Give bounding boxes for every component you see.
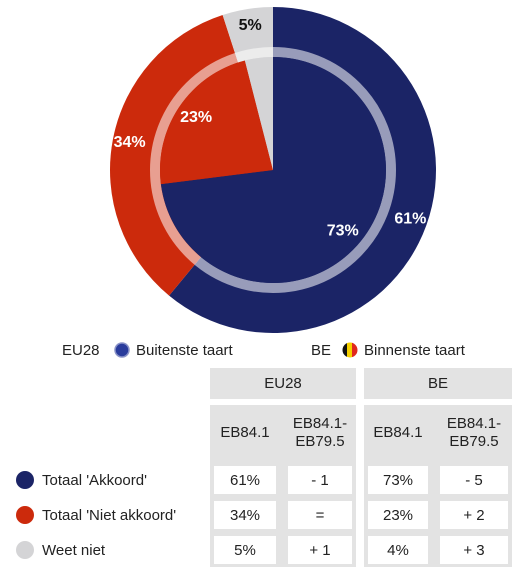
cell-text: 5% bbox=[234, 542, 256, 559]
cell bbox=[368, 501, 428, 529]
cell-text: 4% bbox=[387, 542, 409, 559]
pie-slice bbox=[160, 60, 273, 185]
cell-text: 73% bbox=[383, 472, 413, 489]
data-label: 34% bbox=[114, 134, 146, 151]
group-header-cell bbox=[210, 368, 356, 399]
column-header: EB84.1 bbox=[220, 424, 269, 441]
data-label: 23% bbox=[180, 109, 212, 126]
group-header: EU28 bbox=[264, 375, 302, 392]
legend-name: BE bbox=[311, 342, 331, 359]
cell bbox=[214, 501, 276, 529]
row-label: Totaal 'Akkoord' bbox=[42, 472, 147, 489]
data-label: 61% bbox=[394, 211, 426, 228]
inner-ring bbox=[150, 47, 396, 293]
pie-slice bbox=[244, 57, 273, 170]
row-marker bbox=[16, 471, 34, 489]
column-header: EB84.1- bbox=[293, 415, 347, 432]
legend: EU28 Buitenste taart BE Binnenste taart bbox=[62, 342, 466, 359]
cell-text: = bbox=[316, 507, 325, 524]
cell bbox=[214, 536, 276, 564]
data-label: 5% bbox=[239, 17, 262, 34]
cell bbox=[368, 536, 428, 564]
cell-text: 34% bbox=[230, 507, 260, 524]
column-header: EB79.5 bbox=[295, 433, 344, 450]
row-marker bbox=[16, 541, 34, 559]
legend-name: EU28 bbox=[62, 342, 100, 359]
be-flag-icon bbox=[342, 342, 358, 358]
column-header: EB84.1 bbox=[373, 424, 422, 441]
data-label: 73% bbox=[327, 223, 359, 240]
cell-text: + 3 bbox=[463, 542, 484, 559]
column-header: EB84.1- bbox=[447, 415, 501, 432]
row-label: Weet niet bbox=[42, 542, 106, 559]
cell bbox=[288, 501, 352, 529]
cell-text: - 1 bbox=[311, 472, 329, 489]
cell-text: + 2 bbox=[463, 507, 484, 524]
cell-text: + 1 bbox=[309, 542, 330, 559]
cell-text: 23% bbox=[383, 507, 413, 524]
column-header: EB79.5 bbox=[449, 433, 498, 450]
cell bbox=[440, 501, 508, 529]
pie-1 bbox=[160, 57, 387, 283]
pie-slice bbox=[160, 57, 387, 283]
cell bbox=[368, 466, 428, 494]
group-header-cell bbox=[364, 368, 512, 399]
legend-label: Buitenste taart bbox=[136, 342, 234, 359]
eu-flag-icon bbox=[114, 342, 130, 358]
cell-text: 61% bbox=[230, 472, 260, 489]
row-label: Totaal 'Niet akkoord' bbox=[42, 507, 176, 524]
cell bbox=[288, 466, 352, 494]
legend-label: Binnenste taart bbox=[364, 342, 466, 359]
cell bbox=[288, 536, 352, 564]
group-header: BE bbox=[428, 375, 448, 392]
cell bbox=[440, 536, 508, 564]
cell bbox=[440, 466, 508, 494]
cell-text: - 5 bbox=[465, 472, 483, 489]
cell bbox=[214, 466, 276, 494]
row-marker bbox=[16, 506, 34, 524]
